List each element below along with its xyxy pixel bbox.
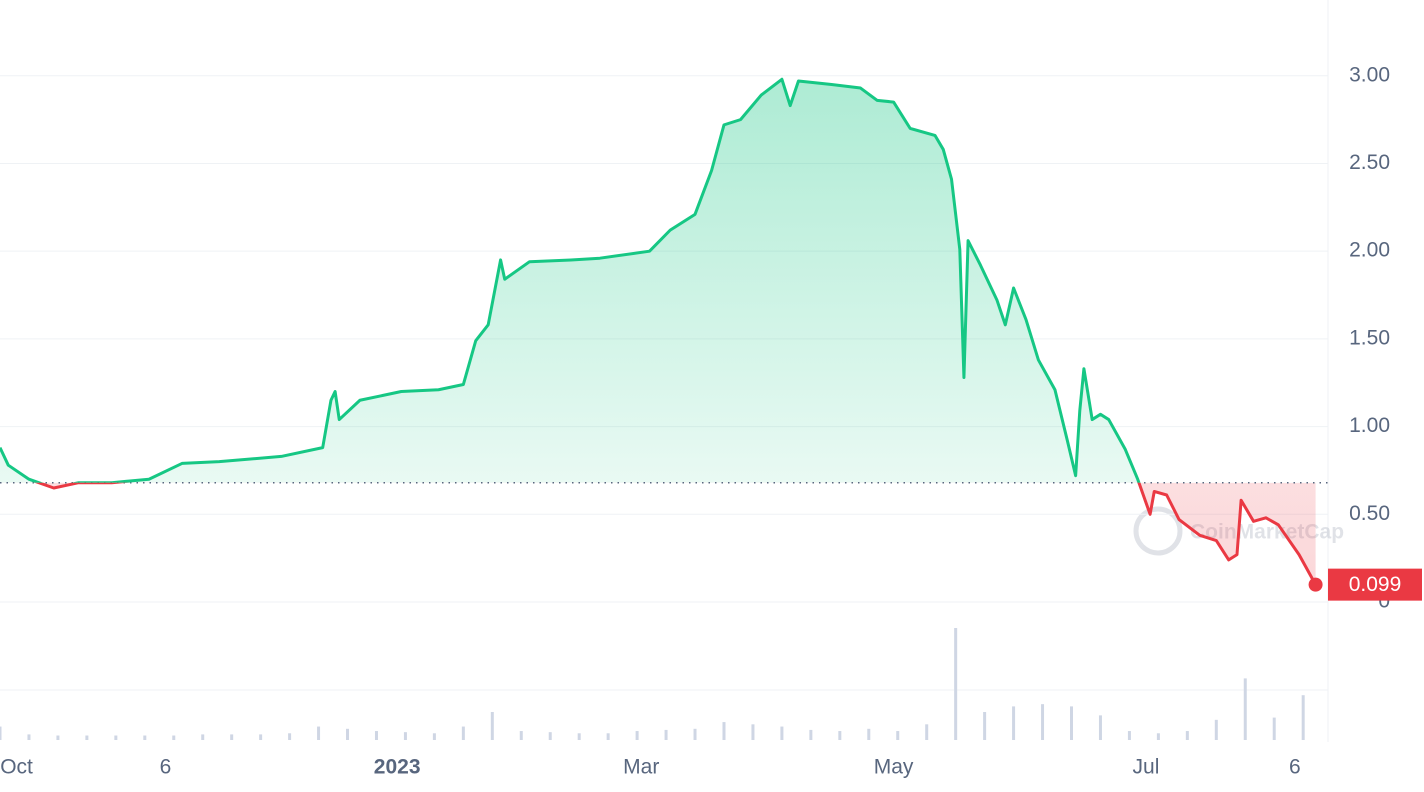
- volume-bar: [1185, 731, 1189, 740]
- y-tick-label: 1.50: [1349, 326, 1390, 349]
- watermark-logo: [1133, 506, 1183, 556]
- volume-bar: [1041, 704, 1045, 740]
- x-tick-label: Mar: [623, 756, 659, 779]
- area-up: [0, 79, 1316, 483]
- price-tag-label: 0.099: [1349, 573, 1402, 596]
- volume-bar: [143, 735, 147, 740]
- volume-bar: [432, 733, 436, 740]
- price-line-down: [34, 482, 1317, 586]
- volume-bar: [635, 731, 639, 740]
- volume-bar: [490, 712, 494, 740]
- volume-bar: [230, 734, 234, 740]
- volume-bar: [172, 735, 176, 740]
- volume-bar: [461, 726, 465, 740]
- y-tick-label: 3.00: [1349, 63, 1390, 86]
- volume-bar: [1098, 715, 1102, 740]
- volume-bar: [519, 731, 523, 740]
- x-tick-label: Oct: [0, 756, 33, 779]
- volume-bar: [780, 726, 784, 740]
- volume-bar: [317, 726, 321, 740]
- volume-bar: [1156, 733, 1160, 740]
- volume-bar: [809, 729, 813, 740]
- volume-bar: [751, 724, 755, 740]
- last-price-dot: [1308, 577, 1323, 592]
- x-tick-label: May: [874, 756, 914, 779]
- volume-bar: [288, 733, 292, 740]
- x-tick-label: 2023: [374, 756, 421, 779]
- volume-bar: [954, 628, 958, 740]
- volume-bar: [201, 734, 205, 740]
- price-tag: [1328, 568, 1422, 601]
- volume-bar: [693, 728, 697, 740]
- volume-bar: [374, 731, 378, 740]
- area-down: [38, 482, 1316, 585]
- volume-bar: [577, 733, 581, 740]
- x-tick-label: Jul: [1133, 756, 1160, 779]
- volume-bar: [259, 734, 263, 740]
- volume-bar: [27, 734, 31, 740]
- volume-bar: [403, 732, 407, 740]
- y-tick-label: 0.50: [1349, 502, 1390, 525]
- volume-bar: [1070, 706, 1074, 740]
- volume-bar: [346, 728, 350, 740]
- volume-bar: [1243, 678, 1247, 740]
- volume-bar: [606, 733, 610, 740]
- volume-bar: [867, 728, 871, 740]
- volume-bar: [896, 731, 900, 740]
- volume-bar: [1272, 717, 1276, 740]
- volume-bar: [0, 726, 2, 740]
- volume-bar: [1214, 719, 1218, 740]
- x-tick-label: 6: [160, 756, 172, 779]
- volume-bar: [664, 729, 668, 740]
- volume-bar: [1127, 731, 1131, 740]
- y-tick-label: 0: [1378, 590, 1390, 613]
- y-tick-label: 2.00: [1349, 239, 1390, 262]
- x-tick-label: 6: [1289, 756, 1301, 779]
- y-tick-label: 2.50: [1349, 151, 1390, 174]
- volume-bar: [983, 712, 987, 740]
- volume-bar: [56, 735, 60, 740]
- y-tick-label: 1.00: [1349, 414, 1390, 437]
- volume-bar: [838, 731, 842, 740]
- volume-bar: [722, 722, 726, 740]
- volume-bar: [925, 724, 929, 740]
- volume-bar: [1301, 695, 1305, 740]
- volume-bar: [1012, 706, 1016, 740]
- volume-bar: [114, 735, 118, 740]
- price-line-up: [0, 77, 1141, 483]
- volume-bar: [85, 735, 89, 740]
- volume-bar: [548, 732, 552, 740]
